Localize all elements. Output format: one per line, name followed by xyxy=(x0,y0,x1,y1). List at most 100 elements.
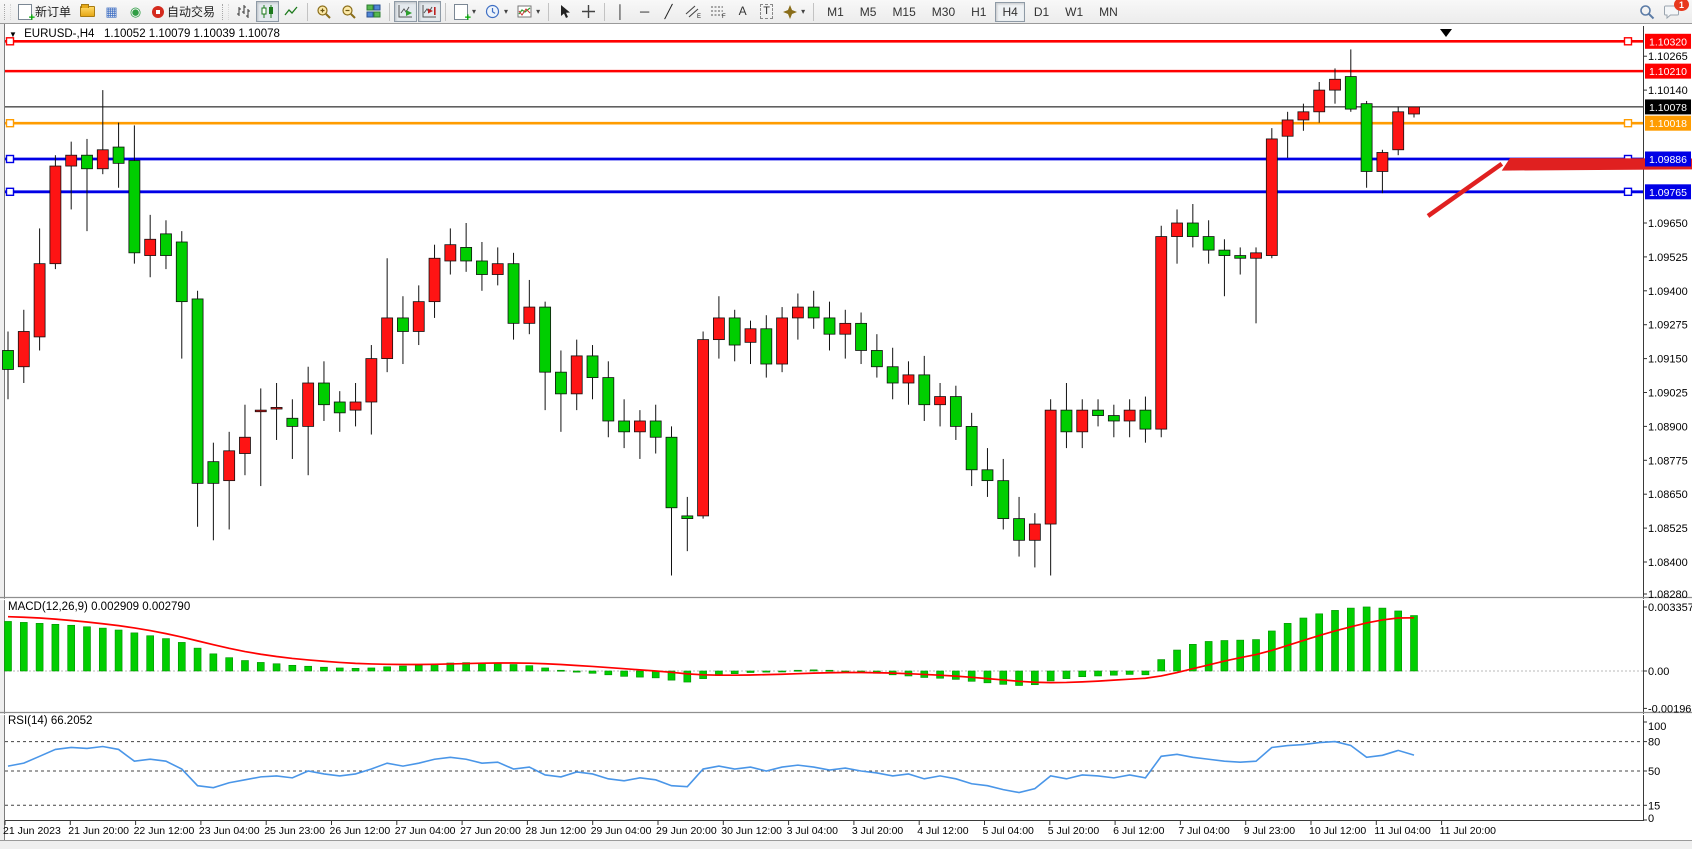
line-chart-icon xyxy=(284,4,299,19)
signals-button[interactable]: ◉ xyxy=(124,1,147,22)
chart-profile-button[interactable] xyxy=(76,1,99,22)
candle-body xyxy=(1077,410,1088,432)
auto-scroll-button[interactable] xyxy=(394,1,417,22)
channel-tool-button[interactable]: E xyxy=(681,1,705,22)
macd-histogram-bar xyxy=(1079,671,1086,677)
candle-body xyxy=(239,437,250,453)
zoom-out-button[interactable] xyxy=(337,1,361,22)
macd-histogram-bar xyxy=(1063,671,1070,679)
line-chart-button[interactable] xyxy=(280,1,303,22)
crosshair-button[interactable] xyxy=(577,1,600,22)
macd-histogram-bar xyxy=(36,623,43,671)
vertical-line-tool-button[interactable]: │ xyxy=(609,1,632,22)
macd-histogram-bar xyxy=(747,671,754,673)
market-watch-button[interactable]: ▦ xyxy=(100,1,123,22)
candle-body xyxy=(871,350,882,366)
search-button[interactable] xyxy=(1635,1,1659,22)
candlestick-chart-button[interactable] xyxy=(256,1,279,22)
periods-button[interactable]: ▾ xyxy=(481,1,512,22)
candle-body xyxy=(255,410,266,412)
hline-handle[interactable] xyxy=(1625,188,1632,195)
text-label-tool-button[interactable]: T xyxy=(755,1,778,22)
svg-text:F: F xyxy=(722,14,726,19)
macd-histogram-bar xyxy=(1016,671,1023,685)
hline-handle[interactable] xyxy=(1625,38,1632,45)
timeframe-m15[interactable]: M15 xyxy=(885,2,922,22)
candle-body xyxy=(3,350,14,369)
rsi-axis-label: 50 xyxy=(1648,766,1660,778)
macd-histogram-bar xyxy=(226,658,233,671)
horizontal-line-icon: ─ xyxy=(640,5,649,18)
template-icon xyxy=(517,4,532,19)
rsi-axis-label: 0 xyxy=(1648,813,1654,825)
candle-body xyxy=(1108,416,1119,421)
price-badge-label: 1.10210 xyxy=(1649,66,1687,78)
time-axis-label: 29 Jun 04:00 xyxy=(591,825,652,837)
timeframe-mn[interactable]: MN xyxy=(1092,2,1125,22)
toolbar-separator xyxy=(307,3,308,21)
hline-handle[interactable] xyxy=(7,155,14,162)
candle-body xyxy=(66,155,77,166)
hline-handle[interactable] xyxy=(1625,120,1632,127)
price-badge-label: 1.09765 xyxy=(1649,187,1687,199)
macd-histogram-bar xyxy=(557,670,564,671)
candle-body xyxy=(366,359,377,402)
tile-windows-button[interactable] xyxy=(362,1,385,22)
price-axis[interactable]: 1.102651.101401.096501.095251.094001.092… xyxy=(1643,34,1691,601)
macd-histogram-bar xyxy=(83,627,90,671)
candlestick-chart-icon xyxy=(260,4,275,19)
fibonacci-tool-button[interactable]: F xyxy=(706,1,730,22)
arrows-tool-button[interactable]: ▾ xyxy=(779,1,809,22)
macd-histogram-bar xyxy=(210,654,217,671)
time-axis-label: 27 Jun 04:00 xyxy=(395,825,456,837)
new-chart-button[interactable]: ▾ xyxy=(450,1,480,22)
timeframe-m30[interactable]: M30 xyxy=(925,2,962,22)
price-tick-label: 1.10265 xyxy=(1648,51,1688,63)
candle-body xyxy=(524,307,535,323)
zoom-in-icon xyxy=(316,4,332,20)
crosshair-icon xyxy=(581,4,596,19)
notification-badge: 1 xyxy=(1674,0,1689,11)
toolbar-grip[interactable] xyxy=(4,4,11,20)
down-arrow-marker[interactable] xyxy=(1440,29,1452,37)
notifications-button[interactable]: 1 xyxy=(1660,1,1684,22)
timeframe-h1[interactable]: H1 xyxy=(964,2,993,22)
candle-body xyxy=(397,318,408,332)
auto-trading-button[interactable]: 自动交易 xyxy=(148,1,219,22)
timeframe-d1[interactable]: D1 xyxy=(1027,2,1056,22)
text-tool-button[interactable]: A xyxy=(731,1,754,22)
candle-body xyxy=(18,331,29,366)
fibonacci-icon: F xyxy=(710,4,726,19)
bar-chart-button[interactable] xyxy=(232,1,255,22)
candle-body xyxy=(903,375,914,383)
zoom-in-button[interactable] xyxy=(312,1,336,22)
trendline-tool-button[interactable]: ╱ xyxy=(657,1,680,22)
timeframe-h4[interactable]: H4 xyxy=(995,2,1024,22)
candle-body xyxy=(729,318,740,345)
candle-body xyxy=(224,451,235,481)
toolbar-grip[interactable] xyxy=(222,4,229,20)
candle-body xyxy=(461,247,472,261)
new-order-button[interactable]: 新订单 xyxy=(14,1,75,22)
templates-button[interactable]: ▾ xyxy=(513,1,544,22)
cursor-button[interactable] xyxy=(553,1,576,22)
chart-shift-button[interactable] xyxy=(418,1,441,22)
horizontal-line-tool-button[interactable]: ─ xyxy=(633,1,656,22)
macd-histogram-bar xyxy=(178,642,185,671)
macd-histogram-bar xyxy=(605,671,612,675)
equidistant-channel-icon: E xyxy=(685,4,701,19)
hline-handle[interactable] xyxy=(7,120,14,127)
candle-body xyxy=(650,421,661,437)
candles-layer xyxy=(3,49,1420,575)
trend-arrow-shaft[interactable] xyxy=(1428,164,1502,216)
timeframe-w1[interactable]: W1 xyxy=(1058,2,1090,22)
hline-handle[interactable] xyxy=(7,188,14,195)
timeframe-m1[interactable]: M1 xyxy=(820,2,851,22)
macd-histogram-bar xyxy=(1000,671,1007,684)
timeframe-m5[interactable]: M5 xyxy=(853,2,884,22)
hline-handle[interactable] xyxy=(7,38,14,45)
macd-histogram-bar xyxy=(1316,614,1323,671)
candle-body xyxy=(160,234,171,256)
